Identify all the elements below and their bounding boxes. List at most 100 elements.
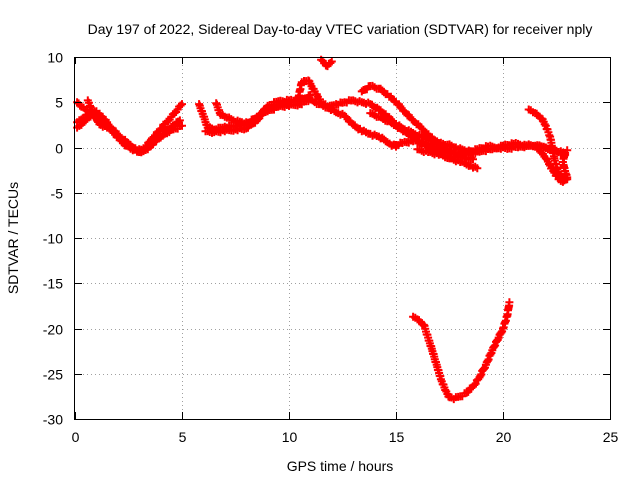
data-point xyxy=(89,105,91,107)
data-point xyxy=(412,140,414,142)
y-tick-label: -15 xyxy=(43,276,63,292)
data-point xyxy=(93,116,95,118)
data-point xyxy=(566,149,568,151)
data-point xyxy=(433,146,436,148)
data-point xyxy=(536,146,538,149)
data-point xyxy=(102,117,104,119)
x-axis-label: GPS time / hours xyxy=(287,458,394,474)
data-point xyxy=(153,141,155,143)
y-axis-label: SDTVAR / TECUs xyxy=(5,182,21,294)
data-point xyxy=(95,110,97,112)
data-point xyxy=(181,125,183,127)
series-arc-15 xyxy=(524,105,572,184)
data-point xyxy=(553,172,556,174)
data-point xyxy=(352,124,354,126)
data-point xyxy=(549,136,551,138)
y-tick-label: -30 xyxy=(43,412,63,428)
data-point xyxy=(386,141,388,143)
data-point xyxy=(540,152,543,154)
data-point xyxy=(421,136,423,138)
data-point xyxy=(545,125,547,127)
data-point xyxy=(127,143,130,145)
data-point xyxy=(277,100,279,102)
y-tick-label: -25 xyxy=(43,367,63,383)
chart-title: Day 197 of 2022, Sidereal Day-to-day VTE… xyxy=(88,21,593,37)
data-point xyxy=(219,114,222,116)
data-point xyxy=(427,337,429,339)
data-point xyxy=(76,127,78,129)
data-point xyxy=(106,127,108,129)
data-point xyxy=(369,103,371,105)
data-point xyxy=(145,148,147,150)
data-point xyxy=(421,127,423,130)
grid-layer xyxy=(75,57,610,419)
x-tick-label: 0 xyxy=(72,429,80,445)
y-tick-label: 5 xyxy=(55,95,63,111)
data-point xyxy=(523,144,526,146)
data-point xyxy=(478,376,481,378)
data-point xyxy=(534,145,536,147)
data-point xyxy=(540,117,543,120)
data-point xyxy=(335,111,337,113)
data-point xyxy=(262,111,264,113)
data-point xyxy=(562,161,564,163)
data-point xyxy=(271,107,273,109)
data-point xyxy=(508,301,510,303)
data-point xyxy=(427,151,429,153)
data-point xyxy=(309,94,311,96)
data-point xyxy=(80,106,82,108)
data-point xyxy=(470,165,472,167)
data-point xyxy=(444,150,446,152)
data-point xyxy=(288,101,290,103)
data-point xyxy=(83,117,85,119)
data-point xyxy=(213,131,215,133)
data-point xyxy=(444,389,446,391)
data-point xyxy=(326,107,329,109)
data-point xyxy=(440,378,442,380)
data-point xyxy=(151,137,153,139)
data-point xyxy=(506,315,508,317)
data-point xyxy=(549,165,551,167)
x-tick-label: 15 xyxy=(389,429,405,445)
data-point xyxy=(267,105,269,107)
data-point xyxy=(404,110,406,112)
series-markers xyxy=(409,298,514,404)
y-tick-label: -20 xyxy=(43,322,63,338)
data-point xyxy=(369,112,371,114)
data-point xyxy=(513,143,515,145)
data-point xyxy=(119,136,121,138)
data-point xyxy=(224,126,226,128)
x-tick-label: 25 xyxy=(603,429,619,445)
data-point xyxy=(455,146,457,149)
data-point xyxy=(352,99,354,101)
data-point xyxy=(164,123,166,125)
data-point xyxy=(534,112,536,114)
data-point xyxy=(558,178,560,180)
data-point xyxy=(386,116,388,118)
data-point xyxy=(215,102,217,104)
data-point xyxy=(502,145,504,147)
data-point xyxy=(320,59,322,61)
data-point xyxy=(448,156,451,159)
data-point xyxy=(470,153,472,155)
data-point xyxy=(401,142,403,144)
data-point xyxy=(198,103,200,105)
data-point xyxy=(395,125,397,127)
y-tick-label: 0 xyxy=(55,141,63,157)
data-point xyxy=(429,136,431,138)
y-tick-label: -10 xyxy=(43,231,63,247)
data-point xyxy=(378,108,380,111)
data-point xyxy=(369,133,371,135)
data-point xyxy=(386,120,388,122)
data-point xyxy=(361,101,363,103)
data-point xyxy=(279,104,281,106)
data-point xyxy=(181,103,183,105)
x-tick-label: 10 xyxy=(282,429,298,445)
data-point xyxy=(416,148,418,150)
data-point xyxy=(254,118,256,120)
data-point xyxy=(177,108,179,111)
data-point xyxy=(318,103,320,105)
data-point xyxy=(459,156,461,158)
data-point xyxy=(157,130,160,132)
data-point xyxy=(491,148,493,150)
